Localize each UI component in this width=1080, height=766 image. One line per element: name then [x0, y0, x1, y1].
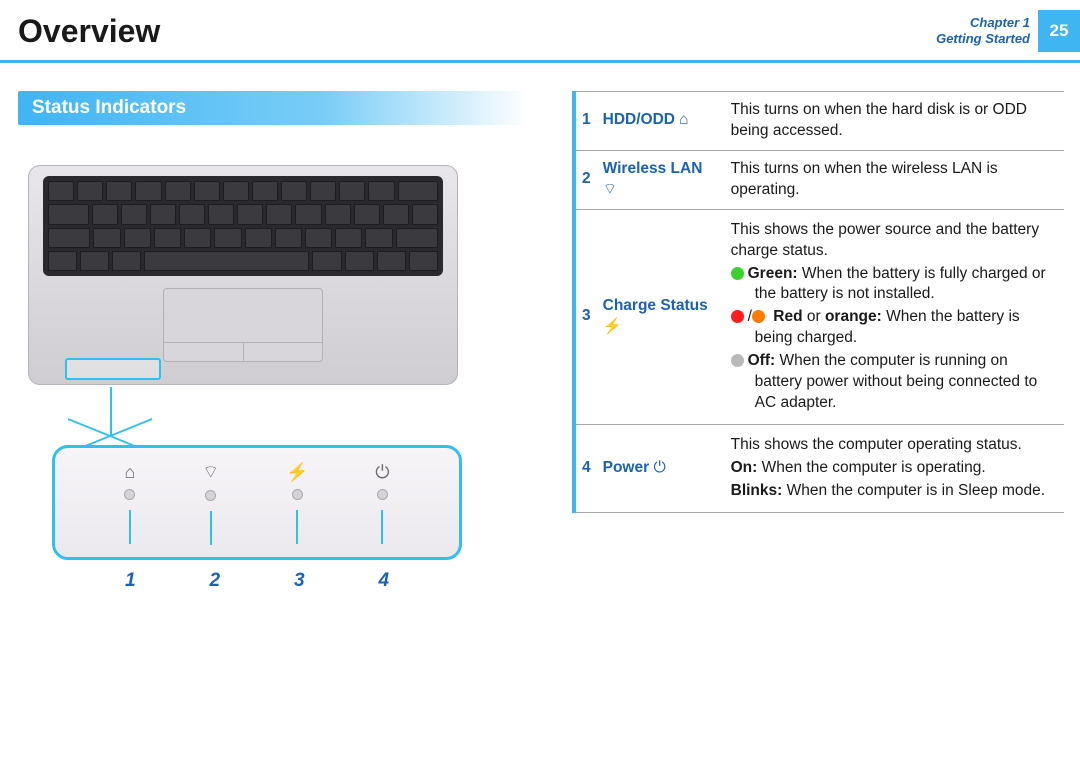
content-area: Status Indicators ⌂ ⌔ ⚡ ⏻ 1 — [0, 63, 1080, 575]
laptop-body — [28, 165, 458, 385]
hdd-icon: ⌂ — [124, 462, 135, 483]
hdd-icon: ⌂ — [679, 111, 688, 128]
row-desc: This shows the power source and the batt… — [725, 209, 1064, 424]
line-blinks: Blinks: When the computer is in Sleep mo… — [731, 481, 1058, 502]
row-label: HDD/ODD ⌂ — [597, 92, 725, 151]
row-index: 3 — [574, 209, 597, 424]
dot-grey-icon — [731, 354, 744, 367]
diagram-number-4: 4 — [378, 570, 389, 592]
led-4: ⏻ — [375, 462, 389, 544]
led-highlight-box — [65, 358, 161, 380]
row-index: 1 — [574, 92, 597, 151]
page-title: Overview — [18, 13, 160, 50]
row-label: Wireless LAN⌔ — [597, 150, 725, 209]
chapter-line1: Chapter 1 — [936, 15, 1030, 31]
dot-red-icon — [731, 310, 744, 323]
row-index: 2 — [574, 150, 597, 209]
line-on: On: When the computer is operating. — [731, 458, 1058, 479]
callout-line — [110, 387, 112, 435]
section-heading: Status Indicators — [18, 91, 528, 125]
table-row: 3 Charge Status⚡ This shows the power so… — [574, 209, 1064, 424]
led-2: ⌔ — [202, 461, 219, 545]
charge-icon: ⚡ — [603, 318, 622, 335]
laptop-illustration: ⌂ ⌔ ⚡ ⏻ 1 2 3 4 — [28, 165, 488, 575]
power-icon: ⏻ — [653, 459, 665, 476]
diagram-numbers: 1 2 3 4 — [52, 570, 462, 592]
table-row: 4 Power ⏻ This shows the computer operat… — [574, 424, 1064, 512]
table-row: 2 Wireless LAN⌔ This turns on when the w… — [574, 150, 1064, 209]
dot-green-icon — [731, 267, 744, 280]
led-3: ⚡ — [286, 462, 308, 544]
chapter-text: Chapter 1 Getting Started — [936, 15, 1030, 48]
power-icon: ⏻ — [375, 462, 389, 483]
row-label: Charge Status⚡ — [597, 209, 725, 424]
row-intro: This shows the power source and the batt… — [731, 220, 1058, 262]
charge-icon: ⚡ — [286, 462, 308, 483]
led-zoom-panel: ⌂ ⌔ ⚡ ⏻ — [52, 445, 462, 560]
wifi-icon: ⌔ — [603, 181, 618, 198]
bullet-green: Green: When the battery is fully charged… — [731, 264, 1058, 306]
trackpad-graphic — [163, 288, 323, 362]
keyboard-graphic — [43, 176, 443, 276]
bullet-red-orange: / Red or orange: When the battery is bei… — [731, 307, 1058, 349]
page-number-badge: 25 — [1038, 10, 1080, 52]
diagram-number-2: 2 — [209, 570, 220, 592]
row-desc: This shows the computer operating status… — [725, 424, 1064, 512]
led-1: ⌂ — [124, 462, 135, 544]
left-column: Status Indicators ⌂ ⌔ ⚡ ⏻ 1 — [18, 91, 528, 575]
chapter-line2: Getting Started — [936, 31, 1030, 47]
table-row: 1 HDD/ODD ⌂ This turns on when the hard … — [574, 92, 1064, 151]
row-desc: This turns on when the hard disk is or O… — [725, 92, 1064, 151]
page-header: Overview Chapter 1 Getting Started 25 — [0, 0, 1080, 63]
row-index: 4 — [574, 424, 597, 512]
dot-orange-icon — [752, 310, 765, 323]
diagram-number-1: 1 — [125, 570, 136, 592]
chapter-box: Chapter 1 Getting Started 25 — [936, 10, 1080, 52]
row-label: Power ⏻ — [597, 424, 725, 512]
diagram-number-3: 3 — [294, 570, 305, 592]
row-intro: This shows the computer operating status… — [731, 435, 1058, 456]
indicator-table: 1 HDD/ODD ⌂ This turns on when the hard … — [572, 91, 1064, 513]
bullet-off: Off: When the computer is running on bat… — [731, 351, 1058, 414]
row-desc: This turns on when the wireless LAN is o… — [725, 150, 1064, 209]
wifi-icon: ⌔ — [202, 461, 219, 484]
right-column: 1 HDD/ODD ⌂ This turns on when the hard … — [572, 91, 1064, 575]
